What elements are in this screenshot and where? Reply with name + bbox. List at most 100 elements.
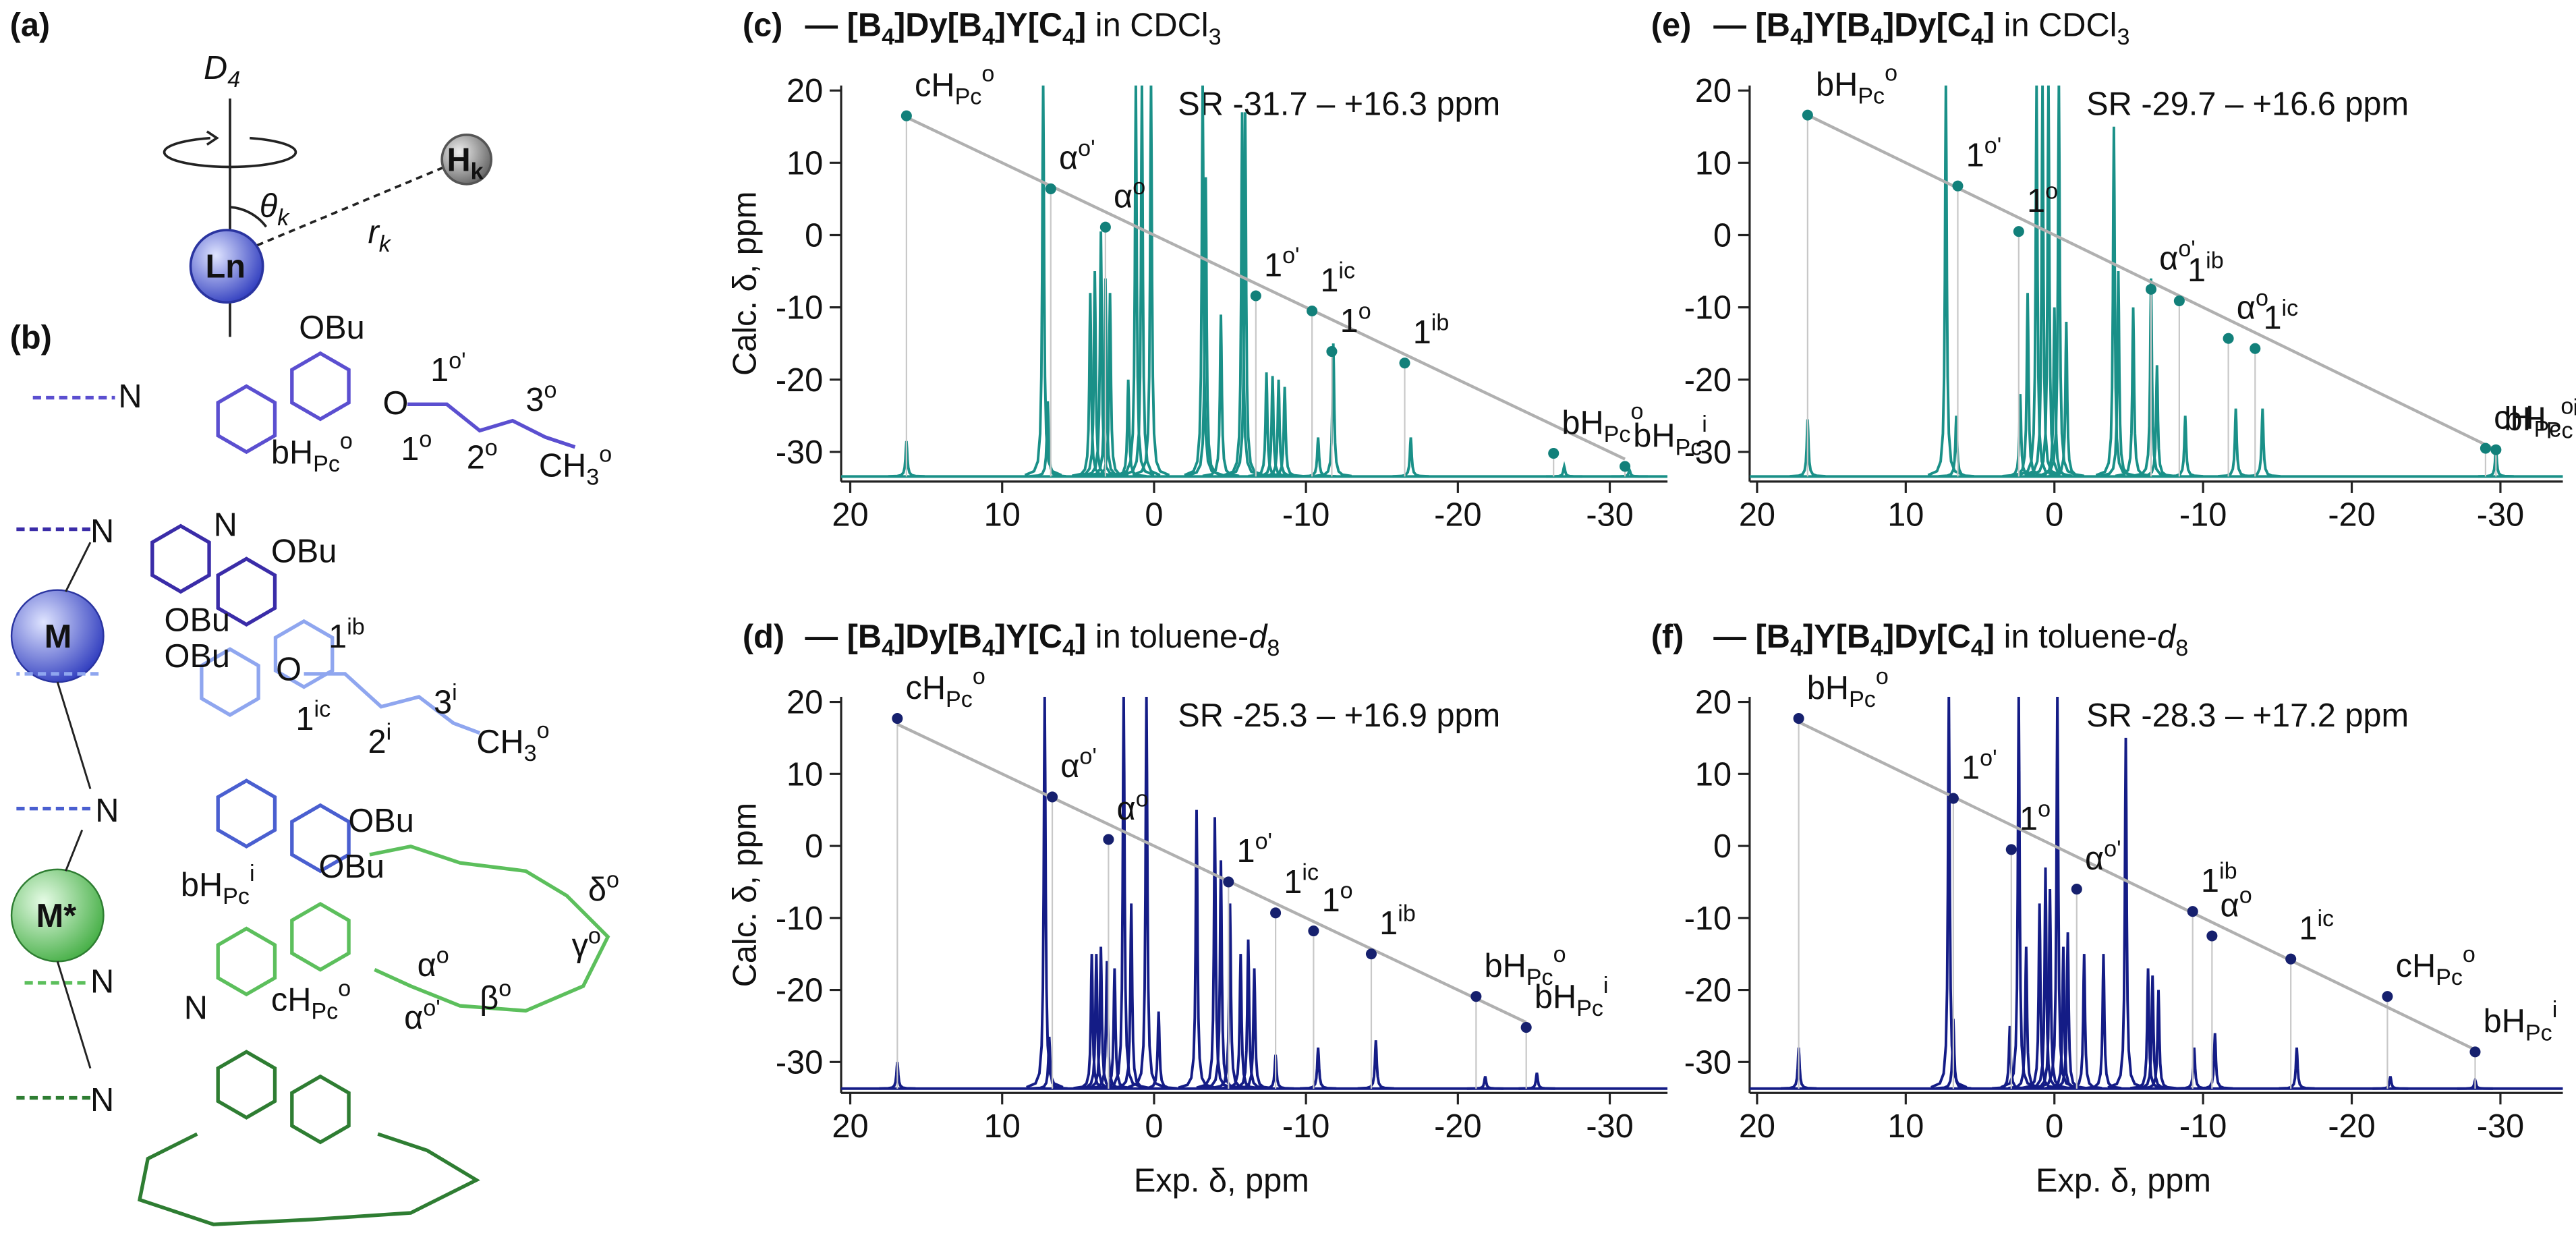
structure-label: OBu: [165, 638, 230, 675]
ring: [273, 619, 335, 689]
label-sup: o: [419, 427, 432, 453]
point: [2480, 443, 2491, 454]
ring: [150, 523, 211, 594]
x-tick-label: 10: [984, 1108, 1021, 1145]
label-text: bH: [2484, 1003, 2525, 1039]
point: [1045, 183, 1056, 194]
label-text: cH: [906, 670, 946, 706]
spectrum-peak: [1096, 968, 1133, 1090]
label-text: N: [214, 507, 237, 543]
subscript: 4: [1790, 635, 1803, 661]
point: [2005, 844, 2017, 855]
x-axis-label: Exp. δ, ppm: [2036, 1162, 2211, 1199]
label-text: bH: [1535, 979, 1576, 1015]
structure-label: N: [95, 793, 119, 829]
panel-a-drawing: [163, 98, 493, 337]
y-tick-label: -10: [1684, 901, 1731, 937]
ring: [216, 778, 277, 849]
space: [1995, 619, 2004, 655]
atom-label: Hk: [447, 142, 483, 184]
point-label: αo': [1060, 744, 1097, 785]
label-sup: i: [1603, 973, 1609, 998]
spectrum-peak: [1029, 401, 1066, 478]
spectrum-peak: [2008, 946, 2044, 1090]
point: [1250, 290, 1261, 302]
point: [1103, 834, 1114, 845]
text-run: — [B: [805, 7, 882, 44]
space: [1086, 7, 1095, 44]
spectrum-peak: [1466, 1076, 1504, 1090]
spectrum-peak: [2372, 1076, 2409, 1090]
axis-label: D4: [204, 50, 240, 92]
x-tick-label: 0: [2045, 1108, 2063, 1145]
spectrum-peak: [2197, 1033, 2233, 1090]
italic-run: d: [1249, 619, 1268, 655]
x-tick-label: -20: [2328, 1108, 2375, 1145]
x-tick-label: 20: [1739, 1108, 1775, 1145]
point-label: 1o': [1236, 829, 1272, 870]
point: [2223, 333, 2234, 344]
structure-label: O: [276, 652, 302, 688]
structure-label: 1ib: [328, 614, 365, 654]
point-label: cHPco: [915, 61, 994, 110]
label-sup: o: [2045, 178, 2058, 204]
diagonal-line: [905, 115, 1626, 461]
y-tick-label: -30: [776, 434, 823, 471]
y-tick-label: -30: [1684, 434, 1731, 471]
y-tick-label: 10: [786, 145, 823, 181]
label-sup: o: [588, 923, 601, 949]
text-run: ]Y[B: [1803, 7, 1870, 44]
spectrum-peak: [1254, 376, 1291, 478]
structure-label: 1o': [430, 348, 466, 389]
space: [1995, 7, 2004, 44]
structure-label: γo: [572, 923, 601, 964]
point: [1270, 907, 1282, 919]
label-sup: ib: [2219, 858, 2237, 884]
point-label: 1ib: [2201, 858, 2237, 899]
label-text: γ: [572, 928, 589, 964]
y-tick-label: 0: [1713, 218, 1731, 254]
point-label: bHPco: [1562, 399, 1643, 447]
structure-label: δo: [588, 867, 619, 908]
label-text: 1: [1322, 882, 1340, 919]
label-sub: Pc: [2546, 418, 2573, 444]
label-sup: ib: [347, 614, 365, 639]
label-sup: o: [498, 975, 511, 1001]
point: [1223, 876, 1234, 888]
label-sup: o: [340, 428, 353, 454]
point-label: αo: [1114, 174, 1145, 215]
point: [1365, 948, 1377, 960]
spectrum-peak: [2024, 85, 2061, 477]
point-label: αo: [2221, 883, 2252, 923]
spectrum-peak: [2032, 889, 2069, 1089]
spectrum-peak: [1026, 697, 1064, 1089]
label-text: 1: [1320, 262, 1338, 299]
label-sub: 3: [524, 741, 537, 766]
label-sup: o': [1079, 744, 1096, 770]
label-sup: o: [1630, 399, 1643, 424]
spectrum-peak: [2176, 1047, 2212, 1090]
label-text: bH: [1633, 418, 1675, 454]
x-tick-label: 0: [2045, 497, 2063, 534]
panel-label: (d): [743, 619, 784, 655]
label-text: 1: [2299, 910, 2317, 946]
point-label: αo: [2237, 285, 2268, 326]
y-tick-label: 20: [786, 73, 823, 109]
label-sub: k: [379, 231, 392, 257]
label-text: 1: [1379, 905, 1398, 942]
x-tick-label: -10: [2179, 497, 2227, 534]
label-sup: ic: [1338, 258, 1355, 283]
spectrum-peak: [1927, 85, 1965, 477]
point-label: 1ib: [2187, 248, 2224, 288]
spectrum-peak: [1518, 1073, 1555, 1090]
x-tick-label: -30: [1586, 1108, 1633, 1145]
spectrum-peak: [1211, 903, 1249, 1089]
panel-label: (e): [1651, 7, 1692, 44]
label-text: α: [1114, 178, 1133, 215]
label-text: 1: [2020, 801, 2038, 837]
spectrum-peak: [2133, 278, 2169, 478]
x-tick-label: -20: [2328, 497, 2375, 534]
